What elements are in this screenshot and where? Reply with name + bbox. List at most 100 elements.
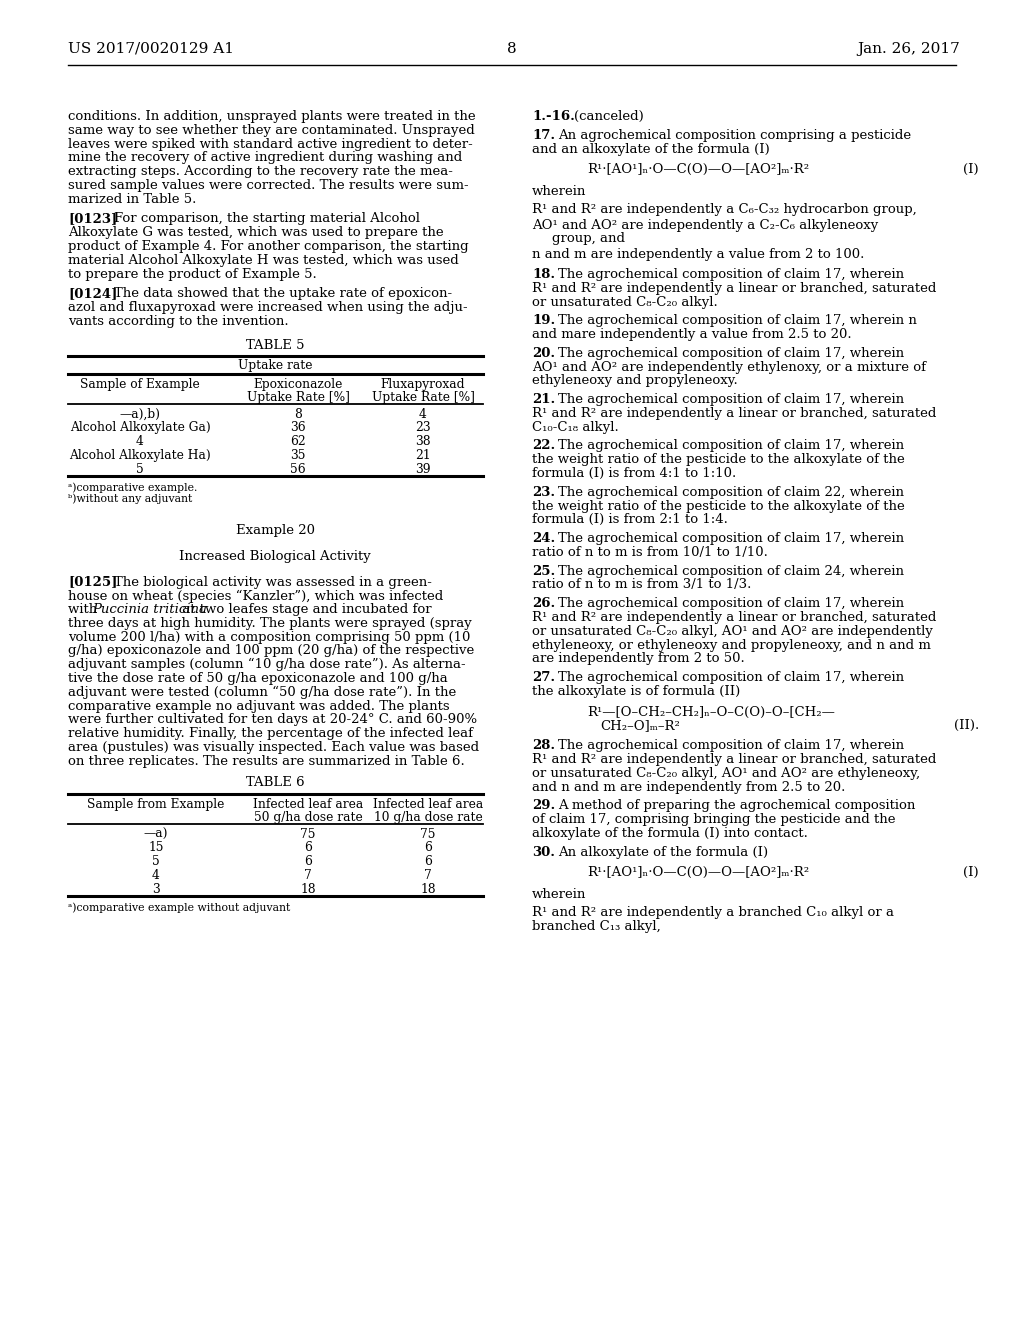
Text: 27.: 27. — [532, 671, 555, 684]
Text: Epoxiconazole: Epoxiconazole — [253, 378, 343, 391]
Text: Fluxapyroxad: Fluxapyroxad — [381, 378, 465, 391]
Text: comparative example no adjuvant was added. The plants: comparative example no adjuvant was adde… — [68, 700, 450, 713]
Text: and an alkoxylate of the formula (I): and an alkoxylate of the formula (I) — [532, 143, 770, 156]
Text: 36: 36 — [290, 421, 306, 434]
Text: Uptake Rate [%]: Uptake Rate [%] — [372, 391, 474, 404]
Text: R¹·[AO¹]ₙ·O—C(O)—O—[AO²]ₘ·R²: R¹·[AO¹]ₙ·O—C(O)—O—[AO²]ₘ·R² — [587, 866, 809, 879]
Text: Infected leaf area: Infected leaf area — [253, 799, 364, 812]
Text: R¹ and R² are independently a branched C₁₀ alkyl or a: R¹ and R² are independently a branched C… — [532, 906, 894, 919]
Text: CH₂–O]ₘ–R²: CH₂–O]ₘ–R² — [600, 719, 680, 733]
Text: The agrochemical composition of claim 17, wherein n: The agrochemical composition of claim 17… — [558, 314, 916, 327]
Text: were further cultivated for ten days at 20-24° C. and 60-90%: were further cultivated for ten days at … — [68, 713, 477, 726]
Text: marized in Table 5.: marized in Table 5. — [68, 193, 197, 206]
Text: Puccinia triticina: Puccinia triticina — [93, 603, 208, 616]
Text: 26.: 26. — [532, 597, 555, 610]
Text: volume 200 l/ha) with a composition comprising 50 ppm (10: volume 200 l/ha) with a composition comp… — [68, 631, 470, 644]
Text: 30.: 30. — [532, 846, 555, 858]
Text: 7: 7 — [424, 869, 432, 882]
Text: An agrochemical composition comprising a pesticide: An agrochemical composition comprising a… — [558, 129, 911, 141]
Text: 5: 5 — [153, 855, 160, 869]
Text: 56: 56 — [290, 463, 306, 475]
Text: material Alcohol Alkoxylate H was tested, which was used: material Alcohol Alkoxylate H was tested… — [68, 253, 459, 267]
Text: (I): (I) — [964, 164, 979, 177]
Text: ratio of n to m is from 10/1 to 1/10.: ratio of n to m is from 10/1 to 1/10. — [532, 546, 768, 558]
Text: [0124]: [0124] — [68, 288, 118, 300]
Text: ratio of n to m is from 3/1 to 1/3.: ratio of n to m is from 3/1 to 1/3. — [532, 578, 752, 591]
Text: Alcohol Alkoxylate Ha): Alcohol Alkoxylate Ha) — [70, 449, 211, 462]
Text: 5: 5 — [136, 463, 144, 475]
Text: The agrochemical composition of claim 22, wherein: The agrochemical composition of claim 22… — [558, 486, 904, 499]
Text: mine the recovery of active ingredient during washing and: mine the recovery of active ingredient d… — [68, 152, 462, 164]
Text: The agrochemical composition of claim 17, wherein: The agrochemical composition of claim 17… — [558, 739, 904, 752]
Text: 39: 39 — [415, 463, 431, 475]
Text: TABLE 6: TABLE 6 — [246, 776, 304, 789]
Text: Infected leaf area: Infected leaf area — [373, 799, 483, 812]
Text: [0123]: [0123] — [68, 213, 118, 226]
Text: on three replicates. The results are summarized in Table 6.: on three replicates. The results are sum… — [68, 755, 465, 768]
Text: three days at high humidity. The plants were sprayed (spray: three days at high humidity. The plants … — [68, 616, 472, 630]
Text: branched C₁₃ alkyl,: branched C₁₃ alkyl, — [532, 920, 660, 933]
Text: the weight ratio of the pesticide to the alkoxylate of the: the weight ratio of the pesticide to the… — [532, 499, 905, 512]
Text: US 2017/0020129 A1: US 2017/0020129 A1 — [68, 42, 234, 55]
Text: R¹—[O–CH₂–CH₂]ₙ–O–C(O)–O–[CH₂—: R¹—[O–CH₂–CH₂]ₙ–O–C(O)–O–[CH₂— — [587, 706, 835, 718]
Text: R¹ and R² are independently a linear or branched, saturated: R¹ and R² are independently a linear or … — [532, 611, 936, 624]
Text: 10 g/ha dose rate: 10 g/ha dose rate — [374, 810, 482, 824]
Text: 19.: 19. — [532, 314, 555, 327]
Text: the weight ratio of the pesticide to the alkoxylate of the: the weight ratio of the pesticide to the… — [532, 453, 905, 466]
Text: 4: 4 — [419, 408, 427, 421]
Text: wherein: wherein — [532, 185, 587, 198]
Text: [0125]: [0125] — [68, 576, 118, 589]
Text: A method of preparing the agrochemical composition: A method of preparing the agrochemical c… — [558, 800, 915, 812]
Text: relative humidity. Finally, the percentage of the infected leaf: relative humidity. Finally, the percenta… — [68, 727, 473, 741]
Text: 23.: 23. — [532, 486, 555, 499]
Text: ᵃ)comparative example without adjuvant: ᵃ)comparative example without adjuvant — [68, 903, 290, 913]
Text: are independently from 2 to 50.: are independently from 2 to 50. — [532, 652, 744, 665]
Text: Jan. 26, 2017: Jan. 26, 2017 — [857, 42, 961, 55]
Text: The agrochemical composition of claim 17, wherein: The agrochemical composition of claim 17… — [558, 671, 904, 684]
Text: 7: 7 — [304, 869, 312, 882]
Text: The agrochemical composition of claim 17, wherein: The agrochemical composition of claim 17… — [558, 347, 904, 360]
Text: extracting steps. According to the recovery rate the mea-: extracting steps. According to the recov… — [68, 165, 453, 178]
Text: Sample of Example: Sample of Example — [80, 378, 200, 391]
Text: conditions. In addition, unsprayed plants were treated in the: conditions. In addition, unsprayed plant… — [68, 110, 475, 123]
Text: 6: 6 — [304, 855, 312, 869]
Text: 1.-16.: 1.-16. — [532, 110, 574, 123]
Text: tive the dose rate of 50 g/ha epoxiconazole and 100 g/ha: tive the dose rate of 50 g/ha epoxiconaz… — [68, 672, 447, 685]
Text: 22.: 22. — [532, 440, 555, 453]
Text: at two leafes stage and incubated for: at two leafes stage and incubated for — [178, 603, 432, 616]
Text: 38: 38 — [415, 436, 431, 449]
Text: 15: 15 — [148, 841, 164, 854]
Text: and mare independently a value from 2.5 to 20.: and mare independently a value from 2.5 … — [532, 329, 852, 341]
Text: 21.: 21. — [532, 393, 555, 407]
Text: alkoxylate of the formula (I) into contact.: alkoxylate of the formula (I) into conta… — [532, 826, 808, 840]
Text: 4: 4 — [152, 869, 160, 882]
Text: Increased Biological Activity: Increased Biological Activity — [179, 549, 371, 562]
Text: house on wheat (species “Kanzler”), which was infected: house on wheat (species “Kanzler”), whic… — [68, 589, 443, 602]
Text: The data showed that the uptake rate of epoxicon-: The data showed that the uptake rate of … — [114, 288, 453, 300]
Text: azol and fluxapyroxad were increased when using the adju-: azol and fluxapyroxad were increased whe… — [68, 301, 468, 314]
Text: or unsaturated C₈-C₂₀ alkyl, AO¹ and AO² are ethyleneoxy,: or unsaturated C₈-C₂₀ alkyl, AO¹ and AO²… — [532, 767, 921, 780]
Text: area (pustules) was visually inspected. Each value was based: area (pustules) was visually inspected. … — [68, 741, 479, 754]
Text: group, and: group, and — [552, 232, 625, 246]
Text: 4: 4 — [136, 436, 144, 449]
Text: adjuvant samples (column “10 g/ha dose rate”). As alterna-: adjuvant samples (column “10 g/ha dose r… — [68, 659, 466, 672]
Text: ethyleneoxy, or ethyleneoxy and propyleneoxy, and n and m: ethyleneoxy, or ethyleneoxy and propylen… — [532, 639, 931, 652]
Text: vants according to the invention.: vants according to the invention. — [68, 315, 289, 327]
Text: (I): (I) — [964, 866, 979, 879]
Text: wherein: wherein — [532, 888, 587, 902]
Text: ethyleneoxy and propyleneoxy.: ethyleneoxy and propyleneoxy. — [532, 375, 737, 387]
Text: adjuvant were tested (column “50 g/ha dose rate”). In the: adjuvant were tested (column “50 g/ha do… — [68, 686, 457, 700]
Text: with: with — [68, 603, 101, 616]
Text: The agrochemical composition of claim 17, wherein: The agrochemical composition of claim 17… — [558, 268, 904, 281]
Text: Sample from Example: Sample from Example — [87, 799, 224, 812]
Text: The agrochemical composition of claim 17, wherein: The agrochemical composition of claim 17… — [558, 440, 904, 453]
Text: (canceled): (canceled) — [574, 110, 644, 123]
Text: or unsaturated C₈-C₂₀ alkyl.: or unsaturated C₈-C₂₀ alkyl. — [532, 296, 718, 309]
Text: Alcohol Alkoxylate Ga): Alcohol Alkoxylate Ga) — [70, 421, 210, 434]
Text: 35: 35 — [290, 449, 306, 462]
Text: The agrochemical composition of claim 17, wherein: The agrochemical composition of claim 17… — [558, 532, 904, 545]
Text: formula (I) is from 2:1 to 1:4.: formula (I) is from 2:1 to 1:4. — [532, 513, 728, 527]
Text: 24.: 24. — [532, 532, 555, 545]
Text: 23: 23 — [415, 421, 431, 434]
Text: R¹·[AO¹]ₙ·O—C(O)—O—[AO²]ₘ·R²: R¹·[AO¹]ₙ·O—C(O)—O—[AO²]ₘ·R² — [587, 164, 809, 177]
